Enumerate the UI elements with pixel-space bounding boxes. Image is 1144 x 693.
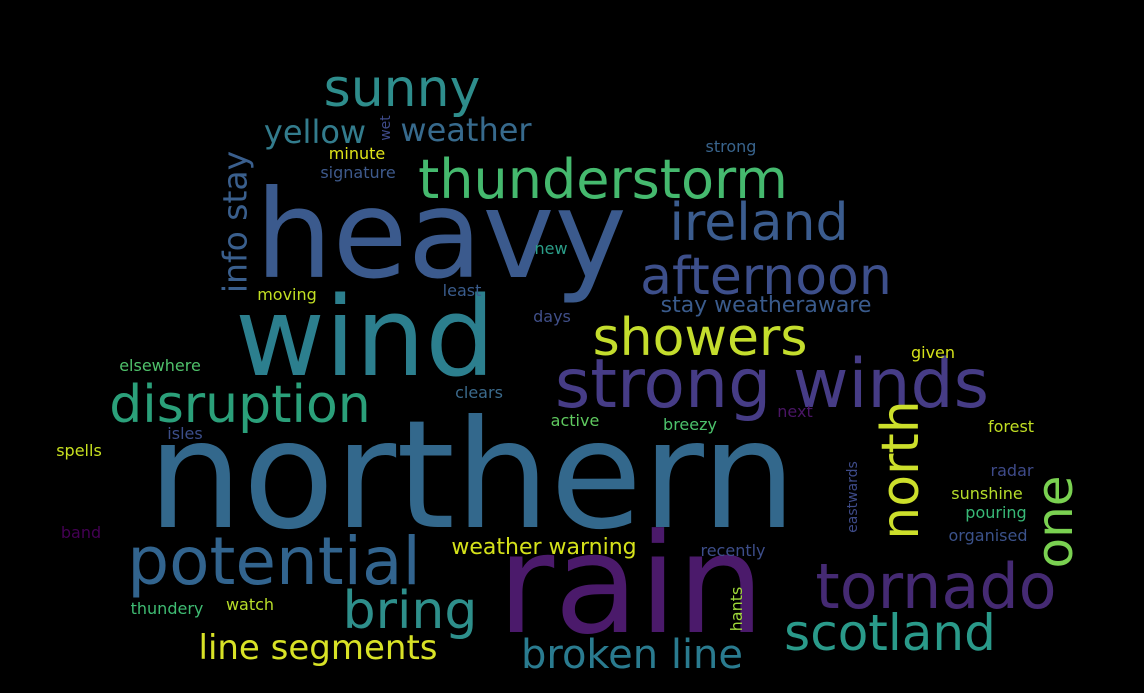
word-showers: showers xyxy=(592,308,808,368)
word-pouring: pouring xyxy=(965,503,1027,522)
word-heavy: heavy xyxy=(255,164,627,306)
word-next: next xyxy=(777,402,813,421)
word-spells: spells xyxy=(56,441,102,460)
word-one: one xyxy=(1026,475,1084,569)
word-wind: wind xyxy=(234,273,496,401)
word-new: new xyxy=(534,239,568,258)
word-rain: rain xyxy=(497,504,765,665)
word-clears: clears xyxy=(455,383,503,402)
word-north: north xyxy=(871,400,931,540)
word-breezy: breezy xyxy=(663,415,717,434)
word-sunny: sunny xyxy=(323,59,481,119)
word-strong: strong xyxy=(705,137,757,156)
word-line-segments: line segments xyxy=(198,628,438,668)
word-disruption: disruption xyxy=(109,375,371,435)
word-potential: potential xyxy=(127,523,421,600)
word-northern: northern xyxy=(147,389,797,563)
word-signature: signature xyxy=(320,163,396,182)
word-ireland: ireland xyxy=(669,193,849,253)
word-weather: weather xyxy=(400,111,532,149)
word-info-stay: info stay xyxy=(215,150,255,294)
word-elsewhere: elsewhere xyxy=(119,356,201,375)
word-moving: moving xyxy=(257,285,317,304)
word-radar: radar xyxy=(990,461,1034,480)
word-bring: bring xyxy=(342,581,478,641)
word-eastwards: eastwards xyxy=(845,461,861,533)
word-forest: forest xyxy=(987,417,1035,436)
word-organised: organised xyxy=(948,526,1028,545)
word-broken-line: broken line xyxy=(520,632,744,678)
word-isles: isles xyxy=(167,424,203,443)
word-active: active xyxy=(550,411,600,430)
word-scotland: scotland xyxy=(784,604,996,662)
word-hants: hants xyxy=(727,586,746,632)
word-minute: minute xyxy=(328,144,386,163)
word-wet: wet xyxy=(378,115,394,141)
word-weather-warning: weather warning xyxy=(451,535,637,560)
word-thundery: thundery xyxy=(130,599,204,618)
word-tornado: tornado xyxy=(815,550,1057,623)
word-stay-weatheraware: stay weatheraware xyxy=(660,293,872,318)
word-least: least xyxy=(442,281,482,300)
word-afternoon: afternoon xyxy=(640,247,892,307)
word-band: band xyxy=(60,523,102,542)
word-strong-winds: strong winds xyxy=(554,345,990,424)
word-watch: watch xyxy=(225,595,275,614)
word-days: days xyxy=(533,307,571,326)
word-given: given xyxy=(910,343,956,362)
word-sunshine: sunshine xyxy=(951,484,1023,503)
word-recently: recently xyxy=(700,541,766,560)
word-yellow: yellow xyxy=(263,113,367,151)
word-thunderstorm: thunderstorm xyxy=(418,148,788,211)
